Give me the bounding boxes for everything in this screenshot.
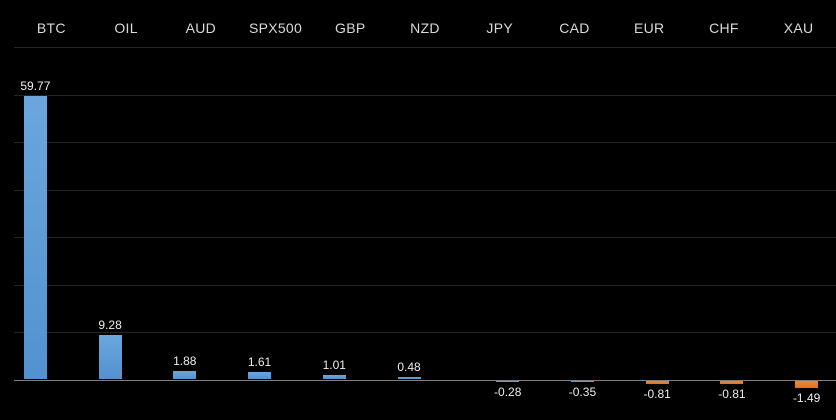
bar-aud: [173, 370, 197, 380]
column-header-cad: CAD: [559, 20, 590, 36]
column-header-oil: OIL: [114, 20, 138, 36]
value-label-oil: 9.28: [98, 318, 122, 333]
value-label-xau: -1.49: [792, 390, 821, 405]
column-header-btc: BTC: [36, 20, 66, 36]
bar-gbp: [322, 374, 346, 380]
gridline-10: [14, 332, 836, 333]
value-label-aud: 1.88: [173, 353, 197, 368]
bar-jpy: [496, 380, 520, 382]
gridline-60: [14, 94, 836, 96]
bar-eur: [645, 380, 669, 385]
column-header-chf: CHF: [709, 20, 739, 36]
bar-nzd: [397, 377, 421, 380]
column-header-aud: AUD: [185, 20, 217, 36]
column-header-gbp: GBP: [335, 20, 366, 36]
gridline-50: [14, 142, 836, 143]
bar-oil: [98, 335, 122, 380]
column-header-xau: XAU: [783, 20, 814, 36]
column-header-nzd: NZD: [410, 20, 440, 36]
value-label-nzd: 0.48: [397, 360, 421, 375]
column-header-spx500: SPX500: [248, 20, 303, 36]
bar-spx500: [248, 371, 272, 380]
column-header-jpy: JPY: [486, 20, 513, 36]
value-label-cad: -0.35: [568, 385, 597, 400]
gridline-70: [14, 47, 836, 48]
value-label-chf: -0.81: [718, 387, 746, 402]
value-label-gbp: 1.01: [322, 357, 346, 372]
column-header-eur: EUR: [633, 20, 665, 36]
bar-chf: [720, 380, 744, 385]
gridline-20: [14, 284, 836, 286]
gridline-40: [14, 189, 836, 191]
value-label-btc: 59.77: [20, 78, 51, 93]
bar-btc: [23, 95, 47, 380]
value-label-eur: -0.81: [643, 387, 671, 402]
bar-cad: [570, 380, 594, 383]
zero-baseline: [14, 379, 836, 381]
value-label-spx500: 1.61: [247, 354, 272, 369]
bar-xau: [795, 380, 819, 388]
value-label-jpy: -0.28: [494, 385, 522, 399]
gridline-30: [14, 237, 836, 238]
